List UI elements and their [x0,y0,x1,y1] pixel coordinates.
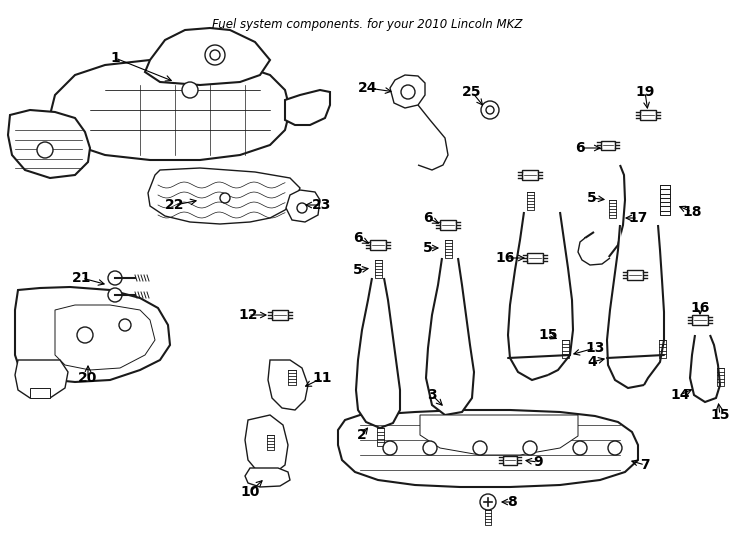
Text: 18: 18 [682,205,702,219]
Text: Fuel system components. for your 2010 Lincoln MKZ: Fuel system components. for your 2010 Li… [212,18,522,31]
Circle shape [573,441,587,455]
Text: 1: 1 [110,51,120,65]
Polygon shape [627,270,643,280]
Circle shape [523,441,537,455]
Text: 7: 7 [640,458,650,472]
Text: 20: 20 [79,371,98,385]
Circle shape [108,288,122,302]
Text: 5: 5 [353,263,363,277]
Polygon shape [503,456,517,464]
Polygon shape [145,28,270,85]
Polygon shape [644,225,664,385]
Circle shape [119,319,131,331]
Circle shape [210,50,220,60]
Polygon shape [15,360,68,398]
Circle shape [77,327,93,343]
Circle shape [297,203,307,213]
Text: 24: 24 [358,81,378,95]
Text: 5: 5 [423,241,433,255]
Polygon shape [356,278,400,428]
Text: 13: 13 [585,341,605,355]
Text: 23: 23 [312,198,332,212]
Polygon shape [527,253,543,263]
Polygon shape [583,165,625,262]
Circle shape [383,441,397,455]
Text: 16: 16 [690,301,710,315]
Text: 15: 15 [538,328,558,342]
Circle shape [480,494,496,510]
Polygon shape [601,140,615,150]
Polygon shape [50,60,290,160]
Polygon shape [548,212,573,375]
Text: 19: 19 [636,85,655,99]
Text: 3: 3 [427,388,437,402]
Polygon shape [690,335,720,402]
Polygon shape [245,468,290,487]
Polygon shape [285,90,330,125]
Text: 22: 22 [165,198,185,212]
Text: 14: 14 [670,388,690,402]
Polygon shape [418,105,448,170]
Text: 15: 15 [711,408,730,422]
Polygon shape [440,220,456,230]
Text: 10: 10 [240,485,260,499]
Text: 8: 8 [507,495,517,509]
Polygon shape [272,310,288,320]
Circle shape [401,85,415,99]
Polygon shape [426,258,474,415]
Polygon shape [15,287,170,382]
Polygon shape [8,110,90,178]
Text: 12: 12 [239,308,258,322]
Text: 4: 4 [587,355,597,369]
Text: 2: 2 [357,428,367,442]
Circle shape [37,142,53,158]
Polygon shape [390,75,425,108]
Text: 9: 9 [533,455,543,469]
Text: 21: 21 [72,271,92,285]
Circle shape [486,106,494,114]
Circle shape [608,441,622,455]
Polygon shape [522,170,538,180]
Text: 17: 17 [628,211,647,225]
Text: 6: 6 [575,141,585,155]
Polygon shape [420,415,578,455]
Text: 25: 25 [462,85,482,99]
Circle shape [182,82,198,98]
Polygon shape [607,225,644,388]
Text: 5: 5 [587,191,597,205]
Text: 16: 16 [495,251,515,265]
Polygon shape [30,388,50,398]
Polygon shape [338,410,638,487]
Polygon shape [268,360,308,410]
Circle shape [220,193,230,203]
Text: 6: 6 [353,231,363,245]
Polygon shape [370,240,386,250]
Polygon shape [148,168,300,224]
Circle shape [423,441,437,455]
Circle shape [108,271,122,285]
Polygon shape [286,190,320,222]
Polygon shape [692,315,708,325]
Circle shape [481,101,499,119]
Text: 11: 11 [312,371,332,385]
Circle shape [473,441,487,455]
Polygon shape [508,212,548,380]
Polygon shape [55,305,155,370]
Circle shape [205,45,225,65]
Polygon shape [578,238,610,265]
Polygon shape [245,415,288,475]
Polygon shape [640,110,656,120]
Text: 6: 6 [424,211,433,225]
